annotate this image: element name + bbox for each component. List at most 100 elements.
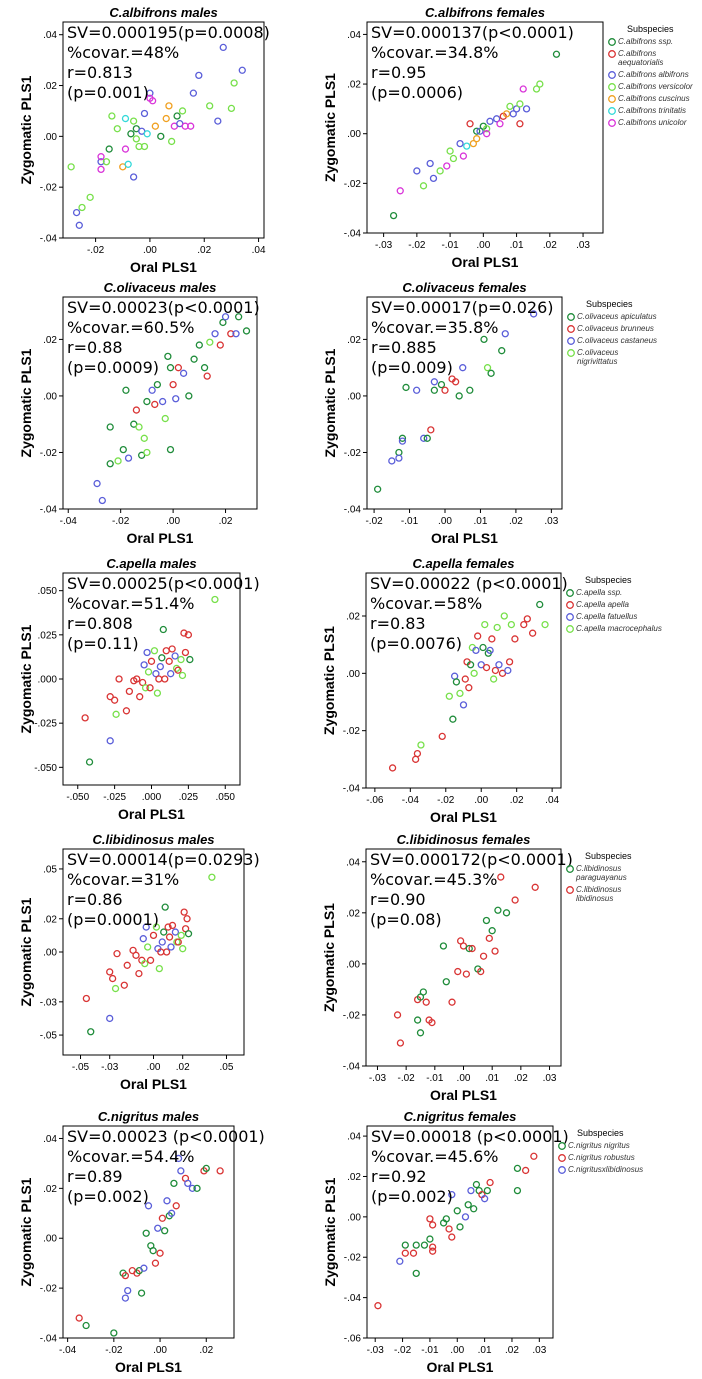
y-tick-label: .02 [347, 335, 361, 346]
y-tick-label: .00 [346, 669, 360, 680]
data-point [152, 923, 161, 931]
data-points [388, 600, 549, 772]
data-point [141, 959, 149, 968]
data-point [441, 386, 449, 394]
data-point [142, 1229, 150, 1237]
x-tick-label: .02 [510, 795, 524, 806]
data-point [180, 908, 188, 916]
data-point [97, 153, 105, 161]
data-point [448, 1190, 456, 1199]
legend-label: C.olivaceus apiculatus [577, 312, 657, 321]
x-tick-label: .01 [478, 1345, 492, 1356]
legend-label: C.nigritus nigritus [568, 1141, 630, 1150]
chart-panel-3: C.olivaceus females -.02 -.01 .00 .01 .02 .03 -… [322, 280, 657, 546]
data-point [171, 928, 180, 936]
data-point [396, 1039, 405, 1047]
data-point [179, 369, 188, 377]
data-point [459, 942, 468, 950]
data-point [211, 330, 219, 338]
x-axis-label: Oral PLS1 [427, 1359, 494, 1375]
data-point [188, 1184, 197, 1193]
x-tick-label: .02 [509, 516, 523, 527]
data-point [78, 203, 86, 212]
data-point [143, 648, 151, 657]
y-tick-label: -.04 [40, 505, 58, 516]
stat-line: SV=0.00014(p=0.0293) [67, 850, 260, 869]
data-point [491, 947, 499, 955]
y-tick-label: -.04 [343, 784, 361, 795]
legend-label: nigrivittatus [577, 357, 617, 366]
legend-label: C.albifrons unicolor [618, 118, 687, 127]
data-point [156, 1249, 164, 1257]
data-point [472, 646, 480, 655]
data-point [513, 1164, 522, 1173]
stat-line: SV=0.00018 (p<0.0001) [371, 1127, 569, 1146]
data-point [465, 684, 473, 692]
data-point [172, 664, 181, 673]
chart-title: C.albifrons females [425, 5, 545, 20]
data-point [125, 687, 134, 696]
data-point [163, 1197, 171, 1205]
data-point [140, 1264, 148, 1272]
data-point [507, 620, 516, 629]
data-point [108, 974, 117, 983]
x-tick-label: .00 [438, 516, 452, 527]
data-point [465, 944, 473, 953]
stat-line: (p=0.11) [67, 634, 139, 653]
stat-line: SV=0.000137(p<0.0001) [371, 23, 574, 42]
data-point [402, 383, 410, 392]
stat-line: %covar.=48% [67, 43, 179, 62]
stat-line: SV=0.000195(p=0.0008) [67, 23, 270, 42]
data-point [139, 935, 147, 943]
data-point [437, 380, 446, 389]
legend-label: libidinosus [576, 894, 613, 903]
data-point [420, 434, 428, 442]
x-axis-label: Oral PLS1 [431, 530, 498, 546]
data-point [536, 600, 544, 609]
data-point [151, 122, 160, 130]
data-point [442, 1215, 450, 1223]
data-point [428, 1018, 436, 1027]
data-point [497, 873, 505, 881]
data-point [151, 400, 159, 409]
data-point [87, 1028, 95, 1036]
stat-line: r=0.95 [371, 63, 427, 82]
plot-frame [62, 21, 265, 239]
data-point [165, 657, 173, 665]
data-point [179, 945, 187, 953]
legend-title: Subspecies [585, 575, 632, 585]
data-point [232, 330, 240, 338]
data-point [234, 313, 243, 321]
data-point [412, 1269, 420, 1278]
data-point [112, 710, 120, 718]
legend-label: C.apella apella [576, 600, 629, 609]
y-tick-label: .00 [347, 391, 361, 402]
y-tick-label: -.050 [34, 763, 57, 774]
data-point [426, 1235, 434, 1243]
data-point [183, 915, 191, 923]
data-point [428, 1221, 437, 1229]
stat-line: r=0.92 [371, 1167, 427, 1186]
x-tick-label: -.01 [421, 1345, 439, 1356]
y-tick-label: .04 [43, 30, 57, 41]
stat-line: (p=0.08) [370, 910, 442, 929]
data-point [398, 434, 407, 442]
x-tick-label: -.02 [105, 1345, 123, 1356]
data-point [455, 392, 463, 400]
stat-line: r=0.90 [370, 890, 426, 909]
stat-line: %covar.=51.4% [67, 594, 195, 613]
plot-frame [365, 572, 562, 789]
data-point [172, 1202, 180, 1210]
data-point [466, 386, 474, 394]
x-tick-label: .00 [147, 1062, 161, 1073]
legend-label: C.albifrons trinitatis [618, 106, 686, 115]
data-point [187, 122, 195, 130]
data-point [106, 968, 114, 976]
data-point [158, 397, 167, 406]
y-tick-label: -.05 [40, 1031, 58, 1042]
stat-line: %covar.=60.5% [67, 318, 195, 337]
data-point [149, 931, 158, 940]
legend-marker [567, 337, 575, 345]
data-point [468, 944, 476, 953]
